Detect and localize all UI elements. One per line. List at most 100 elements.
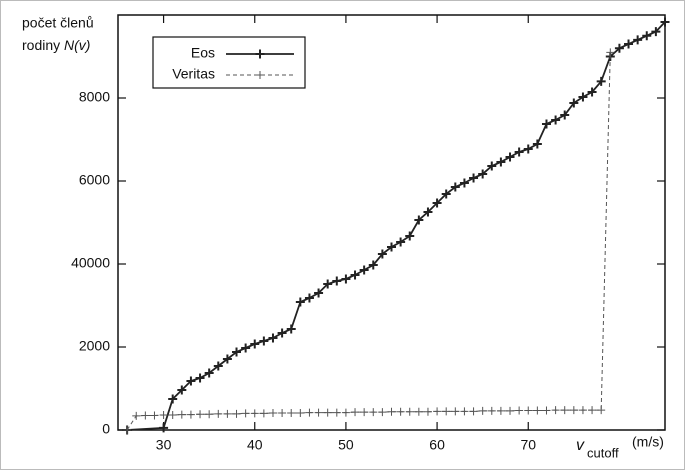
- data-point: [560, 406, 569, 415]
- data-point: [241, 343, 251, 353]
- data-point: [587, 87, 597, 97]
- data-point: [268, 333, 278, 343]
- data-point: [414, 215, 424, 225]
- data-point: [478, 406, 487, 415]
- data-point: [177, 385, 187, 395]
- data-point: [196, 410, 205, 419]
- data-point: [423, 407, 432, 416]
- data-point: [532, 139, 542, 149]
- legend-box: [152, 36, 306, 89]
- data-point: [213, 361, 223, 371]
- data-point: [478, 169, 488, 179]
- data-point: [423, 207, 433, 217]
- data-point: [369, 408, 378, 417]
- x-axis-symbol: v: [576, 437, 585, 454]
- data-point: [433, 407, 442, 416]
- data-point: [259, 409, 268, 418]
- data-point: [450, 182, 460, 192]
- data-point: [195, 373, 205, 383]
- legend-label: Veritas: [172, 66, 215, 82]
- y-tick-label: 2000: [79, 338, 110, 354]
- data-point: [569, 98, 579, 108]
- data-point: [514, 147, 524, 157]
- data-point: [351, 408, 360, 417]
- x-tick-label: 70: [520, 437, 536, 453]
- data-point: [496, 157, 506, 167]
- legend-label: Eos: [191, 45, 215, 61]
- data-point: [378, 408, 387, 417]
- data-point: [524, 406, 533, 415]
- data-point: [268, 408, 277, 417]
- data-point: [460, 407, 469, 416]
- y-tick-label: 40000: [71, 255, 110, 271]
- data-point: [305, 408, 314, 417]
- data-point: [560, 110, 570, 120]
- data-point: [332, 276, 342, 286]
- data-point: [633, 35, 643, 45]
- data-point: [341, 408, 350, 417]
- y-tick-label: 6000: [79, 172, 110, 188]
- data-point: [588, 406, 597, 415]
- data-point: [660, 17, 670, 27]
- data-point: [332, 408, 341, 417]
- y-axis-label: počet členů: [22, 15, 94, 31]
- data-point: [651, 27, 661, 37]
- data-point: [405, 231, 415, 241]
- data-point: [295, 297, 305, 307]
- data-point: [223, 409, 232, 418]
- data-point: [624, 39, 634, 49]
- data-point: [341, 274, 351, 284]
- data-point: [405, 407, 414, 416]
- data-point: [241, 409, 250, 418]
- data-point: [368, 260, 378, 270]
- data-point: [596, 76, 606, 86]
- x-axis-unit: (m/s): [632, 434, 664, 450]
- data-point: [597, 406, 606, 415]
- data-point: [278, 408, 287, 417]
- data-point: [606, 48, 615, 57]
- y-axis-symbol: N(v): [64, 37, 90, 53]
- data-point: [359, 265, 369, 275]
- data-point: [387, 407, 396, 416]
- data-point: [286, 324, 296, 334]
- y-tick-label: 0: [102, 421, 110, 437]
- x-tick-label: 60: [429, 437, 445, 453]
- data-point: [642, 31, 652, 41]
- data-point: [396, 237, 406, 247]
- data-point: [387, 242, 396, 252]
- data-point: [159, 423, 169, 433]
- data-point: [123, 426, 132, 434]
- data-point: [414, 407, 423, 416]
- data-point: [204, 368, 214, 378]
- data-point: [515, 406, 524, 415]
- data-point: [287, 408, 296, 417]
- data-point: [487, 161, 497, 171]
- data-point: [214, 409, 223, 418]
- legend-marker: [255, 49, 265, 59]
- data-point: [186, 410, 195, 419]
- data-point: [441, 189, 451, 199]
- data-point: [432, 198, 442, 208]
- data-point: [469, 407, 478, 416]
- data-point: [304, 293, 314, 303]
- y-tick-label: 8000: [79, 89, 110, 105]
- data-point: [296, 408, 305, 417]
- data-point: [232, 347, 242, 357]
- data-point: [487, 406, 496, 415]
- data-point: [232, 409, 241, 418]
- plot-frame: [117, 14, 666, 431]
- data-point: [168, 394, 178, 404]
- data-point: [141, 411, 150, 420]
- y-axis-label-text: rodiny: [22, 37, 60, 53]
- data-point: [323, 408, 332, 417]
- data-point: [259, 336, 269, 346]
- x-tick-label: 40: [247, 437, 263, 453]
- x-tick-label: 50: [338, 437, 354, 453]
- data-point: [451, 407, 460, 416]
- data-point: [250, 409, 259, 418]
- data-point: [542, 406, 551, 415]
- data-point: [578, 92, 588, 102]
- data-point: [314, 408, 323, 417]
